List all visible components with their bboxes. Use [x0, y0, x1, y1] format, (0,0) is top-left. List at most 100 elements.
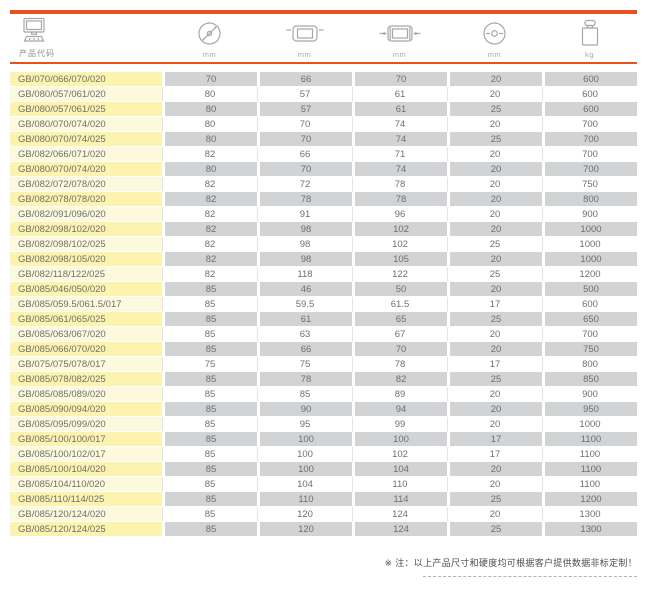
dashed-divider	[423, 576, 637, 577]
wheel-diameter-cell: 85	[162, 342, 257, 357]
product-code-cell: GB/080/057/061/020	[10, 87, 162, 102]
bore-diameter-cell: 20	[447, 507, 542, 522]
wheel-diameter-cell: 70	[162, 72, 257, 87]
load-capacity-cell: 900	[542, 207, 637, 222]
header-wheel-width: mm	[257, 14, 352, 62]
wheel-diameter-cell: 80	[162, 117, 257, 132]
load-capacity-cell: 1000	[542, 222, 637, 237]
table-row: GB/085/085/089/020 85 85 89 20 900	[10, 387, 637, 402]
product-code-cell: GB/082/091/096/020	[10, 207, 162, 222]
table-row: GB/085/046/050/020 85 46 50 20 500	[10, 282, 637, 297]
overall-width-cell: 122	[352, 267, 447, 282]
wheel-width-cell: 66	[257, 147, 352, 162]
wheel-width-cell: 100	[257, 432, 352, 447]
load-capacity-cell: 750	[542, 342, 637, 357]
product-code-cell: GB/080/070/074/020	[10, 162, 162, 177]
wheel-width-cell: 59.5	[257, 297, 352, 312]
overall-width-cell: 114	[352, 492, 447, 507]
table-row: GB/085/063/067/020 85 63 67 20 700	[10, 327, 637, 342]
bore-diameter-cell: 17	[447, 357, 542, 372]
wheel-diameter-cell: 82	[162, 207, 257, 222]
product-code-cell: GB/075/075/078/017	[10, 357, 162, 372]
product-code-cell: GB/070/066/070/020	[10, 72, 162, 87]
wheel-width-cell: 63	[257, 327, 352, 342]
wheel-width-cell: 98	[257, 252, 352, 267]
load-capacity-cell: 1300	[542, 522, 637, 537]
product-code-cell: GB/085/100/104/020	[10, 462, 162, 477]
bore-diameter-cell: 20	[447, 402, 542, 417]
wheel-diameter-cell: 85	[162, 447, 257, 462]
wheel-diameter-cell: 85	[162, 387, 257, 402]
header-overall-width: mm	[352, 14, 447, 62]
product-code-cell: GB/080/070/074/025	[10, 132, 162, 147]
bore-diameter-cell: 20	[447, 162, 542, 177]
bore-diameter-cell: 20	[447, 342, 542, 357]
product-code-cell: GB/082/098/105/020	[10, 252, 162, 267]
load-capacity-cell: 1200	[542, 492, 637, 507]
wheel-diameter-cell: 85	[162, 297, 257, 312]
load-capacity-cell: 1000	[542, 237, 637, 252]
table-row: GB/070/066/070/020 70 66 70 20 600	[10, 72, 637, 87]
product-code-cell: GB/082/066/071/020	[10, 147, 162, 162]
load-capacity-cell: 700	[542, 132, 637, 147]
overall-width-cell: 70	[352, 342, 447, 357]
wheel-width-cell: 57	[257, 87, 352, 102]
load-capacity-cell: 650	[542, 312, 637, 327]
load-capacity-cell: 600	[542, 72, 637, 87]
wheel-diameter-cell: 82	[162, 252, 257, 267]
load-capacity-cell: 900	[542, 387, 637, 402]
wheel-width-cell: 118	[257, 267, 352, 282]
bore-diameter-cell: 20	[447, 177, 542, 192]
table-row: GB/085/061/065/025 85 61 65 25 650	[10, 312, 637, 327]
bore-diameter-cell: 17	[447, 432, 542, 447]
bore-diameter-cell: 20	[447, 417, 542, 432]
table-header: 产品代码 mm	[10, 10, 637, 64]
bore-diameter-cell: 25	[447, 237, 542, 252]
wheel-width-cell: 57	[257, 102, 352, 117]
unit-label: mm	[202, 50, 217, 59]
overall-width-cell: 74	[352, 117, 447, 132]
load-capacity-cell: 1200	[542, 267, 637, 282]
product-code-label: 产品代码	[19, 49, 55, 58]
load-capacity-cell: 700	[542, 162, 637, 177]
footnote-text: ※ 注：以上产品尺寸和硬度均可根据客户提供数据非标定制！	[384, 558, 637, 568]
load-capacity-cell: 950	[542, 402, 637, 417]
overall-width-cell: 74	[352, 162, 447, 177]
bore-diameter-cell: 25	[447, 372, 542, 387]
overall-width-cell: 67	[352, 327, 447, 342]
wheel-diameter-cell: 85	[162, 372, 257, 387]
wheel-width-cell: 98	[257, 222, 352, 237]
wheel-diameter-cell: 85	[162, 522, 257, 537]
table-row: GB/085/120/124/020 85 120 124 20 1300	[10, 507, 637, 522]
overall-width-cell: 99	[352, 417, 447, 432]
wheel-diameter-cell: 85	[162, 477, 257, 492]
product-code-cell: GB/085/066/070/020	[10, 342, 162, 357]
product-code-cell: GB/085/063/067/020	[10, 327, 162, 342]
wheel-width-cell: 61	[257, 312, 352, 327]
wheel-diameter-cell: 80	[162, 132, 257, 147]
table-row: GB/085/100/104/020 85 100 104 20 1100	[10, 462, 637, 477]
product-code-cell: GB/085/046/050/020	[10, 282, 162, 297]
bore-diameter-cell: 20	[447, 327, 542, 342]
unit-label: kg	[585, 50, 594, 59]
load-capacity-cell: 600	[542, 297, 637, 312]
wheel-width-cell: 78	[257, 372, 352, 387]
wheel-diameter-cell: 85	[162, 327, 257, 342]
load-capacity-cell: 1100	[542, 432, 637, 447]
load-capacity-cell: 500	[542, 282, 637, 297]
overall-width-cell: 102	[352, 237, 447, 252]
bore-diameter-cell: 17	[447, 447, 542, 462]
load-capacity-cell: 600	[542, 102, 637, 117]
product-code-cell: GB/082/072/078/020	[10, 177, 162, 192]
bore-diameter-cell: 20	[447, 477, 542, 492]
wheel-diameter-cell: 80	[162, 102, 257, 117]
wheel-width-cell: 75	[257, 357, 352, 372]
table-row: GB/085/120/124/025 85 120 124 25 1300	[10, 522, 637, 537]
product-code-cell: GB/080/070/074/020	[10, 117, 162, 132]
table-row: GB/080/057/061/025 80 57 61 25 600	[10, 102, 637, 117]
wheel-diameter-cell: 82	[162, 267, 257, 282]
wheel-width-cell: 120	[257, 522, 352, 537]
product-code-cell: GB/085/085/089/020	[10, 387, 162, 402]
table-row: GB/085/078/082/025 85 78 82 25 850	[10, 372, 637, 387]
wheel-width-cell: 90	[257, 402, 352, 417]
